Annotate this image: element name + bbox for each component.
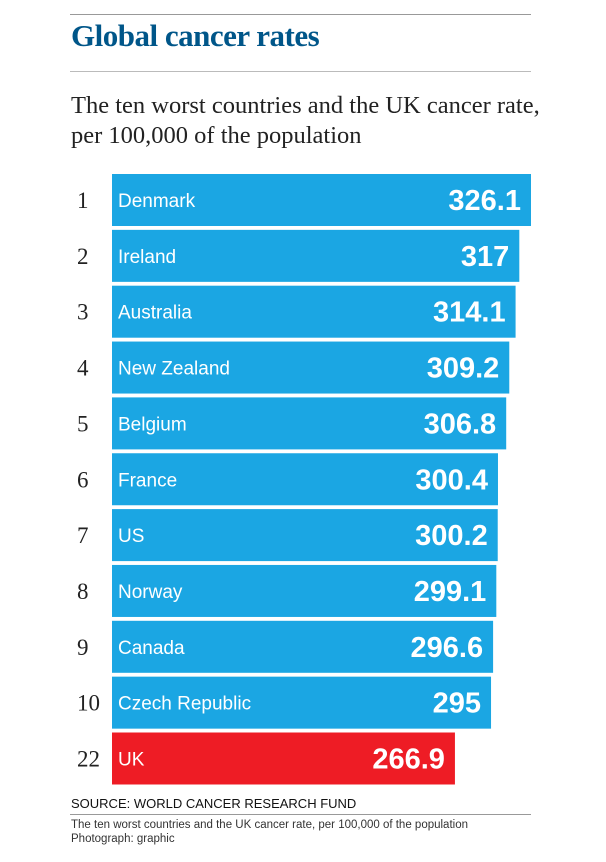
country-label: UK <box>118 750 145 771</box>
caption-text: The ten worst countries and the UK cance… <box>71 819 468 831</box>
rank-label: 5 <box>77 411 89 436</box>
chart-title: Global cancer rates <box>71 18 320 53</box>
bar-denmark <box>112 174 531 226</box>
value-label: 309.2 <box>427 353 500 385</box>
rank-label: 1 <box>77 188 89 213</box>
bar-czech-republic <box>112 676 492 729</box>
rank-label: 10 <box>77 691 100 716</box>
chart-subtitle: The ten worst countries and the UK cance… <box>71 92 540 149</box>
bar-ireland <box>112 229 520 282</box>
top-rule <box>70 14 531 15</box>
value-label: 266.9 <box>372 744 445 776</box>
country-label: Denmark <box>118 191 196 212</box>
rank-label: 7 <box>77 523 89 548</box>
source-note: SOURCE: WORLD CANCER RESEARCH FUND <box>71 796 357 811</box>
value-label: 300.4 <box>415 464 488 496</box>
rank-label: 22 <box>77 747 100 772</box>
rank-label: 6 <box>77 467 89 492</box>
bar-us <box>112 509 498 562</box>
country-label: New Zealand <box>118 359 230 380</box>
caption-credit: Photograph: graphic <box>71 833 175 845</box>
value-label: 317 <box>461 241 509 273</box>
source-divider <box>70 814 531 815</box>
value-label: 299.1 <box>414 576 487 608</box>
value-label: 300.2 <box>415 520 488 552</box>
title-divider <box>70 71 531 72</box>
bar-uk <box>112 732 455 785</box>
bar-new-zealand <box>112 341 510 394</box>
country-label: Australia <box>118 303 192 324</box>
country-label: Canada <box>118 638 185 659</box>
rank-label: 3 <box>77 300 89 325</box>
country-label: Belgium <box>118 414 187 435</box>
value-label: 314.1 <box>433 297 506 329</box>
country-label: Ireland <box>118 247 176 268</box>
bar-canada <box>112 620 494 673</box>
country-label: Norway <box>118 582 183 603</box>
country-label: US <box>118 526 144 547</box>
country-label: France <box>118 470 177 491</box>
country-label: Czech Republic <box>118 694 251 715</box>
value-label: 296.6 <box>411 632 484 664</box>
bar-belgium <box>112 397 507 450</box>
value-label: 295 <box>433 688 481 720</box>
bar-australia <box>112 285 516 338</box>
bar-norway <box>112 564 497 617</box>
rank-label: 4 <box>77 356 89 381</box>
rank-label: 2 <box>77 244 89 269</box>
bar-france <box>112 453 498 506</box>
image-caption: The ten worst countries and the UK cance… <box>71 818 541 846</box>
value-label: 326.1 <box>448 185 521 217</box>
value-label: 306.8 <box>424 408 497 440</box>
rank-label: 8 <box>77 579 89 604</box>
rank-label: 9 <box>77 635 89 660</box>
